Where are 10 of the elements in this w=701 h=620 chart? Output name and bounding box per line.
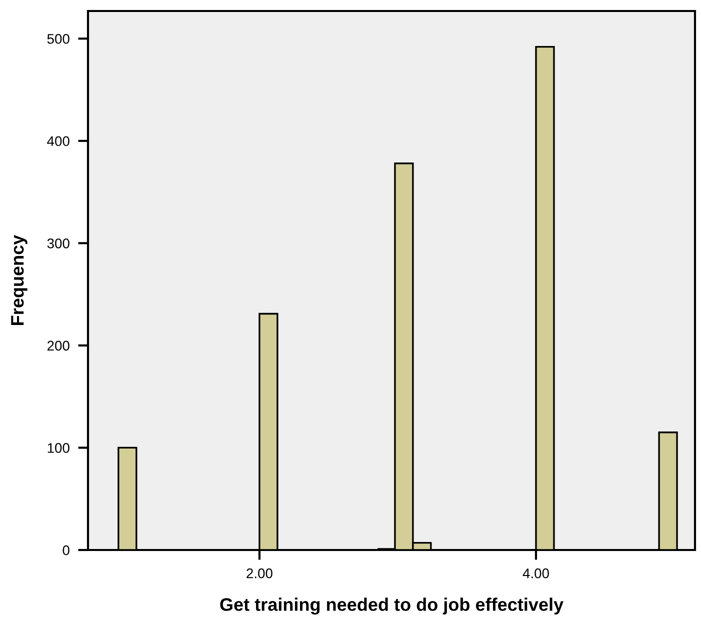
x-tick-label: 4.00 (522, 568, 549, 578)
y-tick-label: 500 (47, 34, 70, 44)
x-tick-label: 2.00 (246, 568, 272, 578)
y-tick-label: 200 (47, 340, 70, 351)
y-tick-label: 100 (48, 443, 70, 453)
y-tick-label: 300 (47, 238, 70, 248)
x-axis-title: Get training needed to do job effectively (220, 598, 564, 615)
y-tick-label: 400 (47, 136, 70, 146)
y-tick-label: 0 (62, 545, 70, 556)
y-axis-title: Frequency (11, 234, 28, 325)
